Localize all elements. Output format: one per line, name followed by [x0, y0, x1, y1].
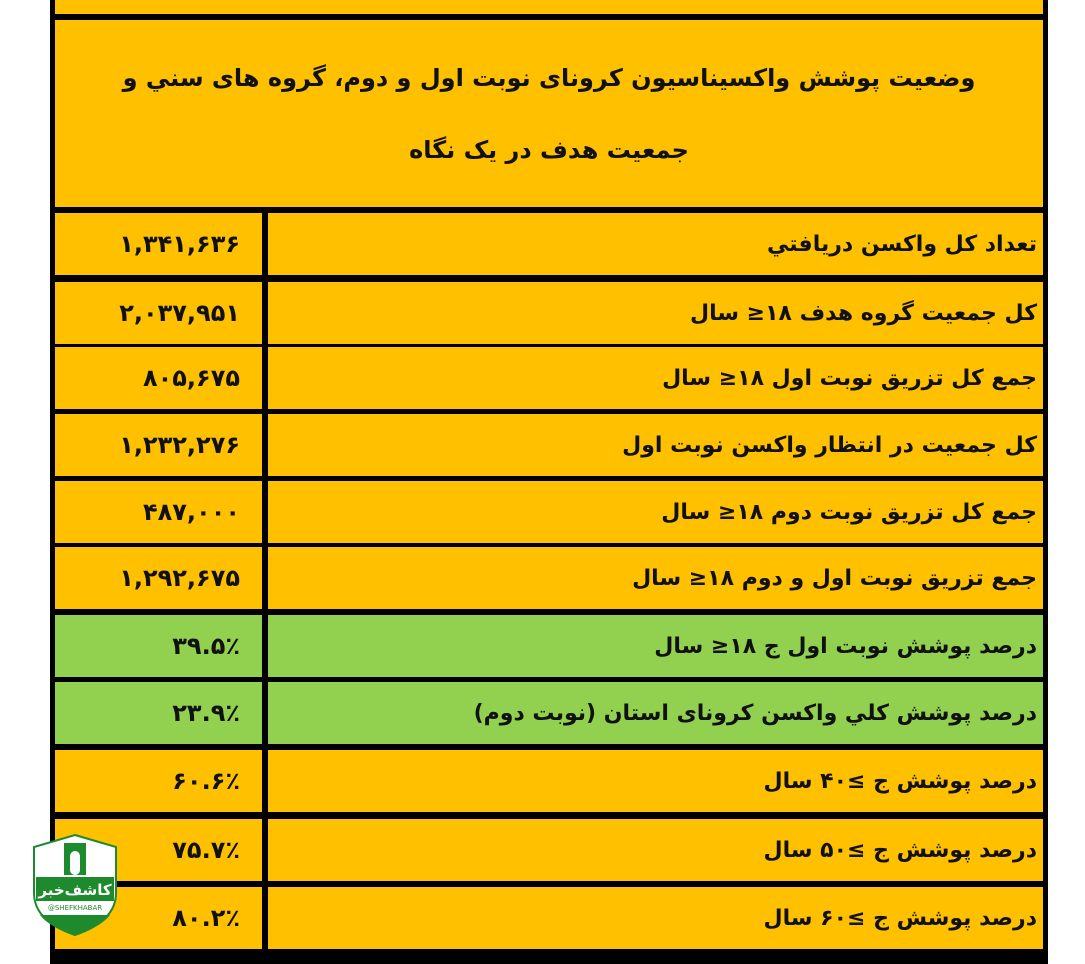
row-label: درصد پوشش نوبت اول ج ۱۸≤ سال — [268, 615, 1043, 677]
top-strip — [55, 0, 1043, 14]
table-row: ۲,۰۳۷,۹۵۱ کل جمعیت گروه هدف ۱۸≤ سال — [55, 282, 1043, 344]
row-label: جمع تزریق نوبت اول و دوم ۱۸≤ سال — [268, 547, 1043, 609]
row-label: تعداد کل واکسن دریافتي — [268, 213, 1043, 275]
table-row: ۱,۳۴۱,۶۳۶ تعداد کل واکسن دریافتي — [55, 213, 1043, 275]
table-title: وضعیت پوشش واکسیناسیون کرونای نوبت اول و… — [55, 20, 1043, 207]
table-row: ۳۹.۵٪ درصد پوشش نوبت اول ج ۱۸≤ سال — [55, 615, 1043, 677]
table-row: ۲۳.۹٪ درصد پوشش کلي واکسن کرونای استان (ن… — [55, 682, 1043, 744]
row-value: ۸۰۵,۶۷۵ — [55, 347, 262, 409]
vaccination-table: وضعیت پوشش واکسیناسیون کرونای نوبت اول و… — [50, 0, 1048, 964]
row-value: ۲۳.۹٪ — [55, 682, 262, 744]
svg-text:کاشف‌خبر: کاشف‌خبر — [37, 881, 112, 899]
row-label: درصد پوشش ج ≥۶۰ سال — [268, 887, 1043, 949]
table-row: ۸۰.۲٪ درصد پوشش ج ≥۶۰ سال — [55, 887, 1043, 949]
row-label: جمع کل تزریق نوبت دوم ۱۸≤ سال — [268, 481, 1043, 543]
row-value: ۳۹.۵٪ — [55, 615, 262, 677]
row-value: ۱,۲۳۲,۲۷۶ — [55, 414, 262, 476]
table-row: ۶۰.۶٪ درصد پوشش ج ≥۴۰ سال — [55, 750, 1043, 812]
row-value: ۶۰.۶٪ — [55, 750, 262, 812]
row-value: ۲,۰۳۷,۹۵۱ — [55, 282, 262, 344]
row-value: ۴۸۷,۰۰۰ — [55, 481, 262, 543]
row-value: ۱,۲۹۲,۶۷۵ — [55, 547, 262, 609]
row-label: درصد پوشش ج ≥۵۰ سال — [268, 819, 1043, 881]
table-row: ۱,۲۳۲,۲۷۶ کل جمعیت در انتظار واکسن نوبت ا… — [55, 414, 1043, 476]
table-row: ۷۵.۷٪ درصد پوشش ج ≥۵۰ سال — [55, 819, 1043, 881]
row-label: جمع کل تزریق نوبت اول ۱۸≤ سال — [268, 347, 1043, 409]
row-label: درصد پوشش کلي واکسن کرونای استان (نوبت د… — [268, 682, 1043, 744]
row-label: درصد پوشش ج ≥۴۰ سال — [268, 750, 1043, 812]
row-label: کل جمعیت در انتظار واکسن نوبت اول — [268, 414, 1043, 476]
kashefkhabar-logo: کاشف‌خبر @SHEFKHABAR — [33, 833, 117, 937]
row-value: ۱,۳۴۱,۶۳۶ — [55, 213, 262, 275]
table-row: ۴۸۷,۰۰۰ جمع کل تزریق نوبت دوم ۱۸≤ سال — [55, 481, 1043, 543]
table-row: ۱,۲۹۲,۶۷۵ جمع تزریق نوبت اول و دوم ۱۸≤ سا… — [55, 547, 1043, 609]
svg-text:@SHEFKHABAR: @SHEFKHABAR — [48, 904, 102, 912]
row-label: کل جمعیت گروه هدف ۱۸≤ سال — [268, 282, 1043, 344]
table-row: ۸۰۵,۶۷۵ جمع کل تزریق نوبت اول ۱۸≤ سال — [55, 347, 1043, 409]
